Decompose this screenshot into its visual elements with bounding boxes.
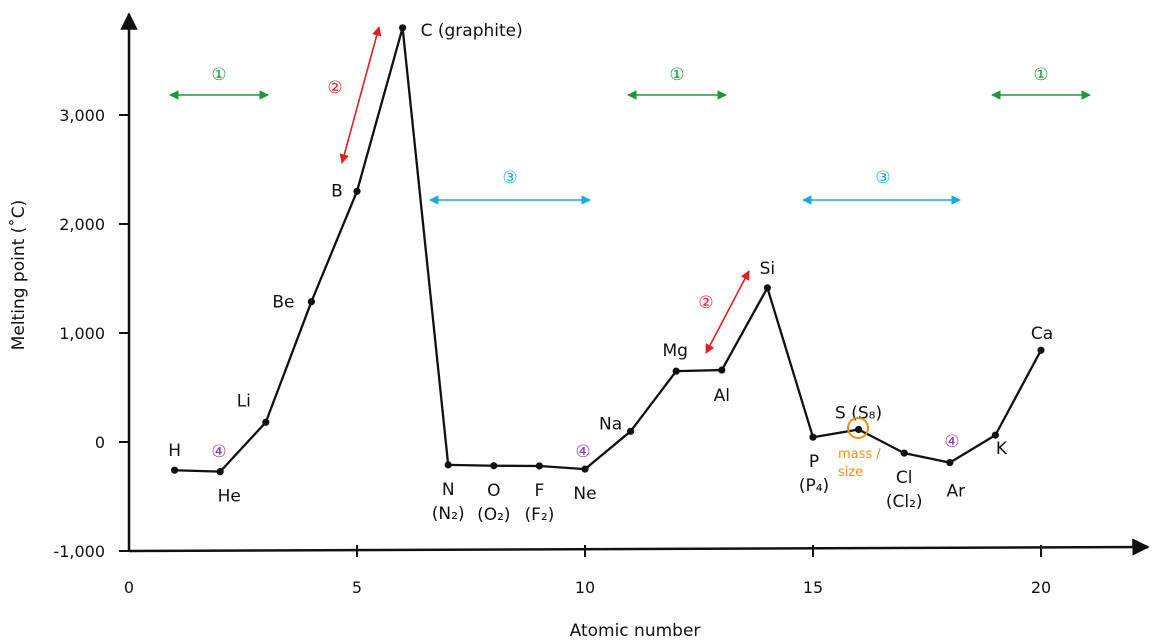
annotation-4-label: ④ <box>944 432 959 452</box>
data-point-li <box>262 418 270 426</box>
x-axis <box>128 538 1150 556</box>
point-label-c: C (graphite) <box>421 21 523 41</box>
annotation-1-label: ① <box>669 65 684 85</box>
annotation-4-label: ④ <box>211 442 226 462</box>
data-point-be <box>307 298 315 306</box>
data-point-o <box>490 462 498 470</box>
data-point-cl <box>900 449 908 457</box>
point-label-al: Al <box>714 386 730 406</box>
point-label-ca: Ca <box>1031 324 1053 344</box>
y-tick-label: -1,000 <box>53 542 105 561</box>
annotation-4-label: ④ <box>575 442 590 462</box>
point-label-ne: Ne <box>573 484 596 504</box>
point-label-b: B <box>331 181 343 201</box>
data-point-ar <box>946 459 954 467</box>
point-sublabel-cl: (Cl₂) <box>886 492 923 512</box>
annotation-2-label: ② <box>698 293 713 313</box>
point-label-si: Si <box>760 259 776 279</box>
point-label-na: Na <box>599 414 622 434</box>
mass-size-note-line2: size <box>838 465 863 480</box>
point-sublabel-f: (F₂) <box>524 505 554 525</box>
data-point-mg <box>672 367 680 375</box>
data-point-na <box>627 427 635 435</box>
annotation-2-label: ② <box>327 78 342 98</box>
point-label-he: He <box>218 487 241 507</box>
mass-size-note-line1: mass / <box>838 447 881 462</box>
annotations: ① ① ① ② ② ③ ③ ④ ④ ④ mass / size <box>169 26 1091 480</box>
point-label-f: F <box>535 481 545 501</box>
y-tick-label: 3,000 <box>59 106 105 125</box>
y-tick-label: 2,000 <box>59 215 105 234</box>
x-ticks: 0 5 10 15 20 <box>124 545 1051 597</box>
red-arrow-1 <box>339 26 382 164</box>
x-tick-label: 15 <box>803 578 823 597</box>
data-point-si <box>763 284 772 292</box>
point-label-k: K <box>996 439 1008 459</box>
point-label-ar: Ar <box>946 482 965 502</box>
red-arrow-2 <box>705 270 750 354</box>
x-tick-label: 10 <box>575 578 595 597</box>
y-ticks: -1,000 0 1,000 2,000 3,000 <box>53 106 129 561</box>
point-label-s: S (S₈) <box>835 403 882 423</box>
point-label-h: H <box>168 441 181 461</box>
annotation-3-label: ③ <box>875 168 890 188</box>
point-label-cl: Cl <box>896 468 913 488</box>
data-point-s <box>855 425 863 434</box>
point-label-mg: Mg <box>662 341 687 361</box>
x-tick-label: 20 <box>1031 578 1051 597</box>
data-point-al <box>718 366 726 374</box>
point-label-li: Li <box>237 391 251 411</box>
point-label-be: Be <box>272 293 294 313</box>
x-tick-label: 5 <box>352 578 362 597</box>
point-label-p: P <box>809 452 819 472</box>
data-point-p <box>809 433 817 441</box>
data-point-ca <box>1037 346 1045 354</box>
y-tick-label: 0 <box>95 433 105 452</box>
data-point-c <box>399 24 407 32</box>
x-axis-title: Atomic number <box>570 621 701 641</box>
data-point-f <box>535 462 544 470</box>
data-point-h <box>171 466 179 474</box>
annotation-1-label: ① <box>211 65 226 85</box>
point-labels: H He Li Be B C (graphite) N (N₂) O (O₂) F (F₂) Ne Na M… <box>168 21 1053 525</box>
y-axis-title: Melting point (˚C) <box>8 200 29 351</box>
data-point-he <box>216 468 224 476</box>
point-label-o: O <box>487 481 500 501</box>
point-sublabel-p: (P₄) <box>799 476 829 496</box>
sulfur-highlight-circle <box>847 417 869 439</box>
data-point-b <box>353 187 361 195</box>
data-points <box>171 24 1045 476</box>
point-sublabel-o: (O₂) <box>477 505 510 525</box>
point-sublabel-n: (N₂) <box>432 504 465 524</box>
point-label-n: N <box>442 480 455 500</box>
x-tick-label: 0 <box>124 578 134 597</box>
data-point-n <box>444 461 452 469</box>
annotation-3-label: ③ <box>502 168 517 188</box>
melting-point-line <box>174 26 1043 473</box>
data-point-ne <box>581 465 589 473</box>
annotation-1-label: ① <box>1033 65 1048 85</box>
data-point-k <box>991 431 1000 439</box>
y-tick-label: 1,000 <box>59 324 105 343</box>
